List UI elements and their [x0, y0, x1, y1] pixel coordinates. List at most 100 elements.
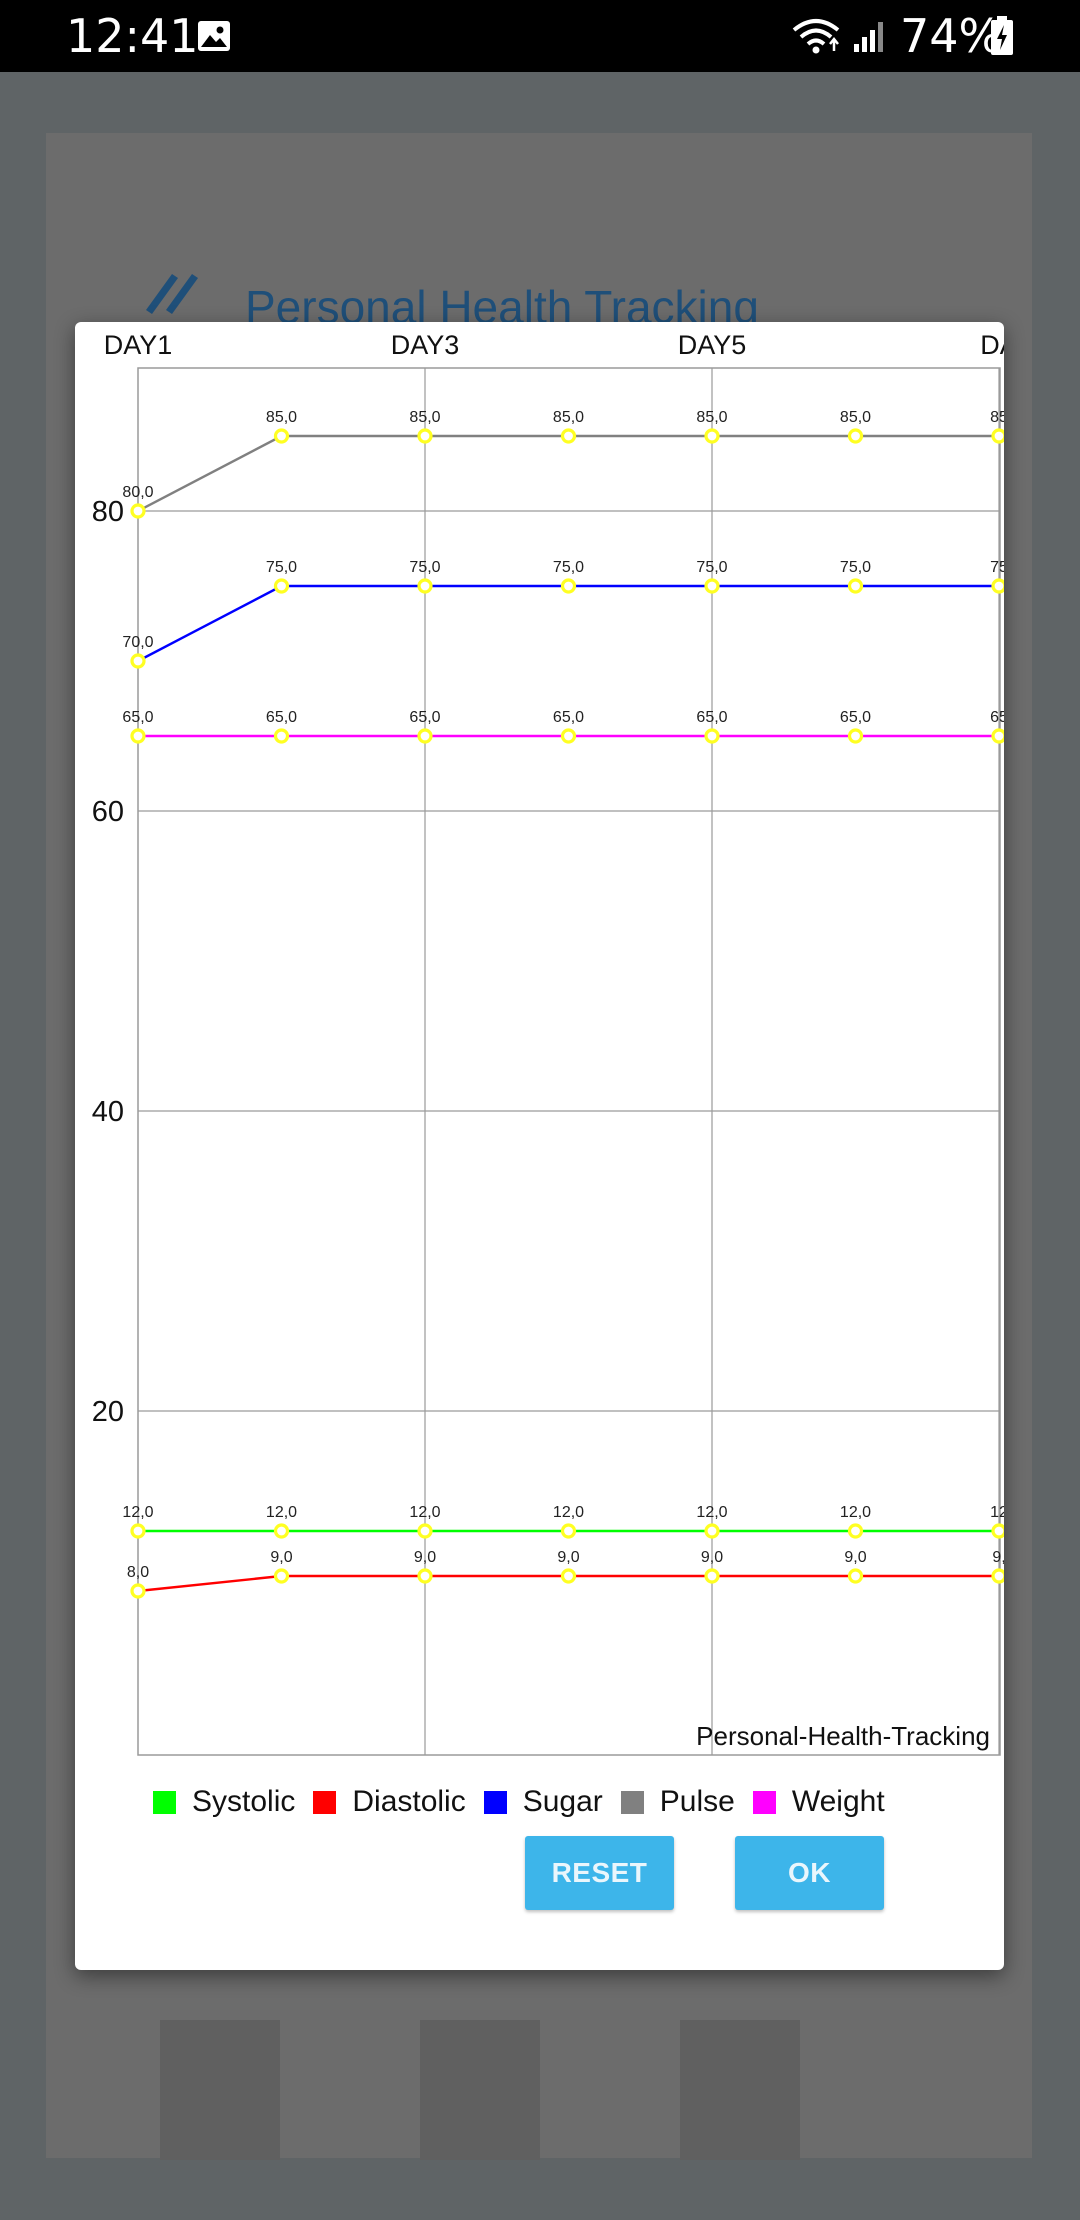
- signal-icon: [854, 22, 883, 52]
- data-label: 9,0: [557, 1549, 579, 1566]
- data-label: 65,0: [553, 709, 584, 726]
- data-point: [560, 578, 577, 594]
- chart-description: Personal-Health-Tracking: [696, 1721, 990, 1751]
- double-chevron-left-icon: [146, 274, 198, 314]
- data-label: 70,0: [122, 634, 153, 651]
- data-label: 75,0: [409, 559, 440, 576]
- data-label: 12: [990, 1504, 1004, 1521]
- data-label: 9,0: [270, 1549, 292, 1566]
- data-point: [847, 728, 864, 744]
- y-tick-label: 40: [92, 1096, 124, 1128]
- data-label: 9,0: [414, 1549, 436, 1566]
- legend-label: Pulse: [659, 1785, 735, 1818]
- data-point: [560, 1568, 577, 1584]
- battery-percentage: 74%: [900, 9, 1003, 63]
- data-point: [847, 1568, 864, 1584]
- data-point: [560, 1523, 577, 1539]
- data-point: [991, 728, 1004, 744]
- gallery-icon: [198, 21, 230, 51]
- data-label: 12,0: [409, 1504, 440, 1521]
- data-label: 65,0: [840, 709, 871, 726]
- data-point: [991, 428, 1004, 444]
- data-label: 9,0: [701, 1549, 723, 1566]
- data-point: [704, 1523, 720, 1539]
- data-label: 85,0: [840, 409, 871, 426]
- data-point: [991, 578, 1004, 594]
- data-point: [704, 578, 720, 594]
- data-point: [704, 428, 720, 444]
- x-tick-label: DAY5: [678, 330, 747, 360]
- battery-charging-icon: [991, 16, 1013, 55]
- data-point: [417, 728, 433, 744]
- data-label: 12,0: [122, 1504, 153, 1521]
- data-label: 85,0: [409, 409, 440, 426]
- data-point: [417, 1568, 433, 1584]
- data-label: 75,0: [266, 559, 297, 576]
- legend-swatch: [313, 1790, 337, 1814]
- legend-label: Weight: [791, 1785, 885, 1818]
- data-point: [273, 1568, 290, 1584]
- legend-label: Diastolic: [352, 1785, 466, 1818]
- clock: 12:41: [66, 9, 199, 63]
- data-label: 65,0: [122, 709, 153, 726]
- data-label: 65,0: [409, 709, 440, 726]
- data-point: [130, 728, 146, 744]
- data-label: 12,0: [266, 1504, 297, 1521]
- data-label: 75: [990, 559, 1004, 576]
- data-label: 9,0: [844, 1549, 866, 1566]
- legend-swatch: [483, 1790, 507, 1814]
- legend-item-pulse: Pulse: [620, 1785, 735, 1819]
- legend-label: Systolic: [192, 1785, 296, 1818]
- plot-frame: [137, 367, 1001, 1756]
- y-tick-label: 60: [92, 796, 124, 828]
- data-point: [130, 653, 146, 669]
- legend-swatch: [153, 1790, 176, 1814]
- chart-dialog: 20 40 60 80 DAY1 DAY3 DAY5 DA 12,0 12,0 12,0 12,0 12…: [75, 322, 1004, 1970]
- legend-item-sugar: Sugar: [483, 1785, 603, 1819]
- data-point: [417, 428, 433, 444]
- data-label: 85,0: [553, 409, 584, 426]
- data-label: 80,0: [122, 484, 153, 501]
- data-label: 85,0: [696, 409, 727, 426]
- data-point: [847, 1523, 864, 1539]
- data-label: 12,0: [840, 1504, 871, 1521]
- line-chart: 20 40 60 80 DAY1 DAY3 DAY5 DA 12,0 12,0 12,0 12,0 12…: [92, 330, 1004, 1756]
- data-point: [273, 728, 290, 744]
- y-tick-label: 80: [92, 496, 124, 528]
- data-point: [704, 728, 720, 744]
- data-label: 65,0: [266, 709, 297, 726]
- data-point: [991, 1568, 1004, 1584]
- data-label: 85,0: [266, 409, 297, 426]
- wifi-icon: [792, 19, 840, 54]
- legend-item-weight: Weight: [752, 1785, 885, 1819]
- data-point: [417, 578, 433, 594]
- x-tick-label: DAY1: [104, 330, 173, 360]
- data-point: [847, 428, 864, 444]
- data-label: 75,0: [553, 559, 584, 576]
- series-line-sugar: [137, 584, 999, 663]
- data-label: 9,: [992, 1549, 1004, 1566]
- reset-button[interactable]: RESET: [525, 1836, 674, 1910]
- series-line-pulse: [137, 434, 999, 513]
- legend-item-diastolic: Diastolic: [313, 1785, 466, 1819]
- data-point: [560, 428, 577, 444]
- data-point: [130, 1523, 146, 1539]
- data-label: 12,0: [696, 1504, 727, 1521]
- legend-label: Sugar: [522, 1785, 603, 1818]
- data-label: 12,0: [553, 1504, 584, 1521]
- data-point: [273, 578, 290, 594]
- ok-button[interactable]: OK: [735, 1836, 884, 1910]
- y-tick-label: 20: [92, 1396, 124, 1428]
- legend-swatch: [620, 1790, 644, 1814]
- data-point: [273, 428, 290, 444]
- chart-legend: Systolic Diastolic Sugar Pulse Weight: [153, 1780, 903, 1824]
- data-point: [704, 1568, 720, 1584]
- status-bar: 12:41 74%: [0, 0, 1080, 72]
- data-point: [417, 1523, 433, 1539]
- data-label: 85: [990, 409, 1004, 426]
- data-point: [847, 578, 864, 594]
- legend-item-systolic: Systolic: [153, 1785, 295, 1819]
- data-point: [130, 1583, 146, 1599]
- data-point: [560, 728, 577, 744]
- data-point: [130, 503, 146, 519]
